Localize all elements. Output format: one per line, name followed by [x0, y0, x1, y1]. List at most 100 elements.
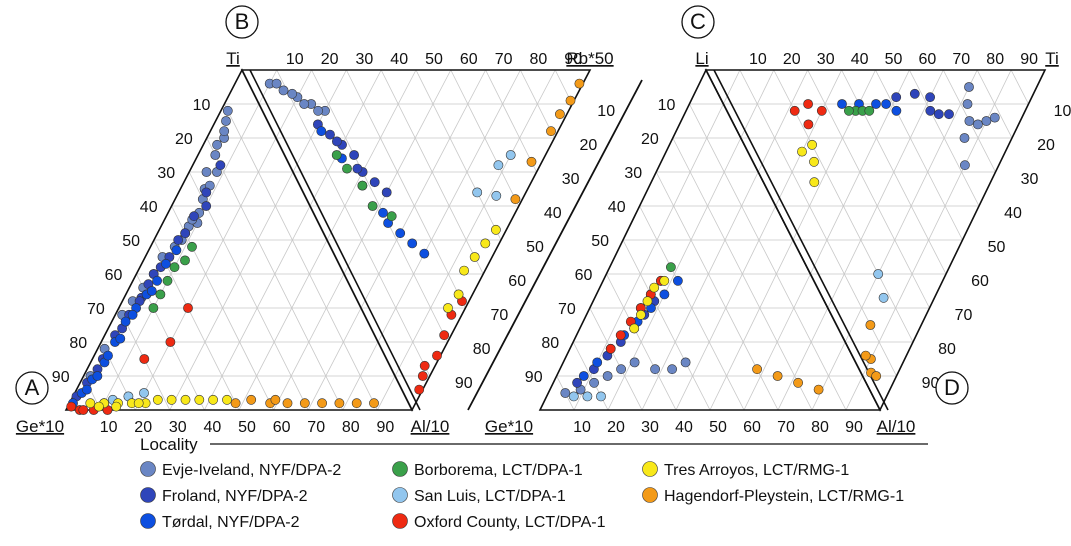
tick-label: 40: [675, 419, 693, 436]
data-point: [472, 187, 483, 198]
panel-divider: [467, 79, 643, 411]
data-point: [219, 126, 230, 137]
tick-label: 70: [777, 419, 795, 436]
data-point: [592, 357, 603, 368]
tick-label: 40: [544, 205, 562, 222]
data-point: [180, 228, 191, 239]
data-point: [230, 398, 241, 409]
data-point: [636, 309, 646, 320]
legend-label: Froland, NYF/DPA-2: [162, 488, 308, 505]
axis-name: Ti: [226, 49, 240, 68]
axis-name: Al/10: [411, 417, 450, 436]
tick-label: 60: [575, 267, 593, 284]
letter-text: B: [235, 9, 250, 34]
grid-line: [360, 69, 486, 309]
data-point: [212, 139, 222, 150]
data-point: [357, 180, 368, 191]
tick-label: 70: [952, 51, 970, 68]
data-point: [650, 364, 660, 375]
tick-label: 40: [390, 51, 408, 68]
data-point: [325, 129, 335, 140]
grid-line: [450, 69, 520, 207]
tick-label: 70: [491, 307, 509, 324]
data-point: [152, 275, 162, 286]
legend-item: San Luis, LCT/DPA-1: [392, 487, 566, 505]
grid-line: [757, 69, 809, 173]
data-point: [349, 150, 359, 160]
tick-label: 80: [938, 341, 956, 358]
tick-label: 50: [591, 233, 609, 250]
tick-label: 40: [204, 419, 222, 436]
data-point: [596, 391, 606, 402]
axis-name: Rb*50: [566, 49, 613, 68]
tick-label: 90: [922, 375, 940, 392]
data-point: [752, 364, 762, 375]
data-point: [490, 224, 501, 235]
data-point: [334, 398, 345, 409]
data-point: [933, 109, 944, 120]
letter-circle: [681, 5, 715, 39]
data-point: [299, 99, 310, 109]
data-point: [673, 275, 683, 286]
data-point: [282, 398, 293, 409]
grid-line: [394, 69, 556, 377]
data-point: [526, 156, 537, 167]
data-point: [453, 289, 464, 300]
letter-text: A: [25, 375, 40, 400]
data-point: [432, 350, 442, 361]
legend-item: Oxford County, LCT/DPA-1: [392, 513, 606, 531]
grid-line: [689, 103, 847, 411]
letter-circle: [225, 5, 259, 39]
grid-line: [709, 239, 794, 411]
axis-name: Li: [695, 49, 708, 68]
data-point: [369, 177, 380, 188]
data-point: [572, 377, 582, 388]
tick-label: 80: [342, 419, 360, 436]
grid-line: [743, 273, 811, 411]
tick-label: 60: [971, 273, 989, 290]
tick-label: 40: [1004, 205, 1022, 222]
data-point: [629, 323, 640, 334]
data-point: [860, 350, 871, 361]
legend-swatch: [140, 487, 156, 503]
data-point: [215, 160, 226, 171]
tick-label: 80: [811, 419, 829, 436]
tick-label: 10: [286, 51, 304, 68]
data-point: [386, 211, 397, 222]
data-point: [891, 92, 902, 103]
data-point: [139, 388, 149, 398]
grid-line: [415, 69, 502, 241]
data-point: [574, 78, 585, 89]
data-point: [568, 391, 579, 402]
data-point: [317, 398, 327, 409]
data-point: [667, 364, 677, 375]
data-point: [797, 146, 807, 157]
legend-swatch: [140, 513, 156, 529]
data-point: [505, 150, 516, 160]
data-point: [133, 398, 144, 409]
tick-label: 10: [658, 97, 676, 114]
data-point: [111, 401, 122, 412]
tick-label: 20: [641, 131, 659, 148]
tick-label: 50: [885, 51, 903, 68]
grid-line: [342, 341, 379, 411]
data-point: [82, 384, 92, 395]
legend-item: Hagendorf-Pleystein, LCT/RMG-1: [642, 487, 904, 505]
letter-text: D: [944, 375, 960, 400]
grid-line: [377, 375, 396, 411]
data-point: [803, 119, 814, 130]
data-point: [103, 350, 113, 361]
data-point: [793, 377, 803, 388]
tick-label: 30: [624, 165, 642, 182]
grid-line: [845, 375, 863, 411]
tick-label: 30: [1021, 171, 1039, 188]
tick-label: 60: [273, 419, 291, 436]
data-point: [169, 262, 180, 273]
data-point: [351, 398, 362, 409]
data-point: [666, 262, 676, 273]
panel-letter-a: A: [15, 371, 49, 405]
tick-label: 80: [986, 51, 1004, 68]
data-point: [439, 330, 450, 341]
data-point: [789, 105, 800, 116]
tick-labels-layer: 1010101010101010202020202020202030303030…: [52, 51, 1071, 436]
